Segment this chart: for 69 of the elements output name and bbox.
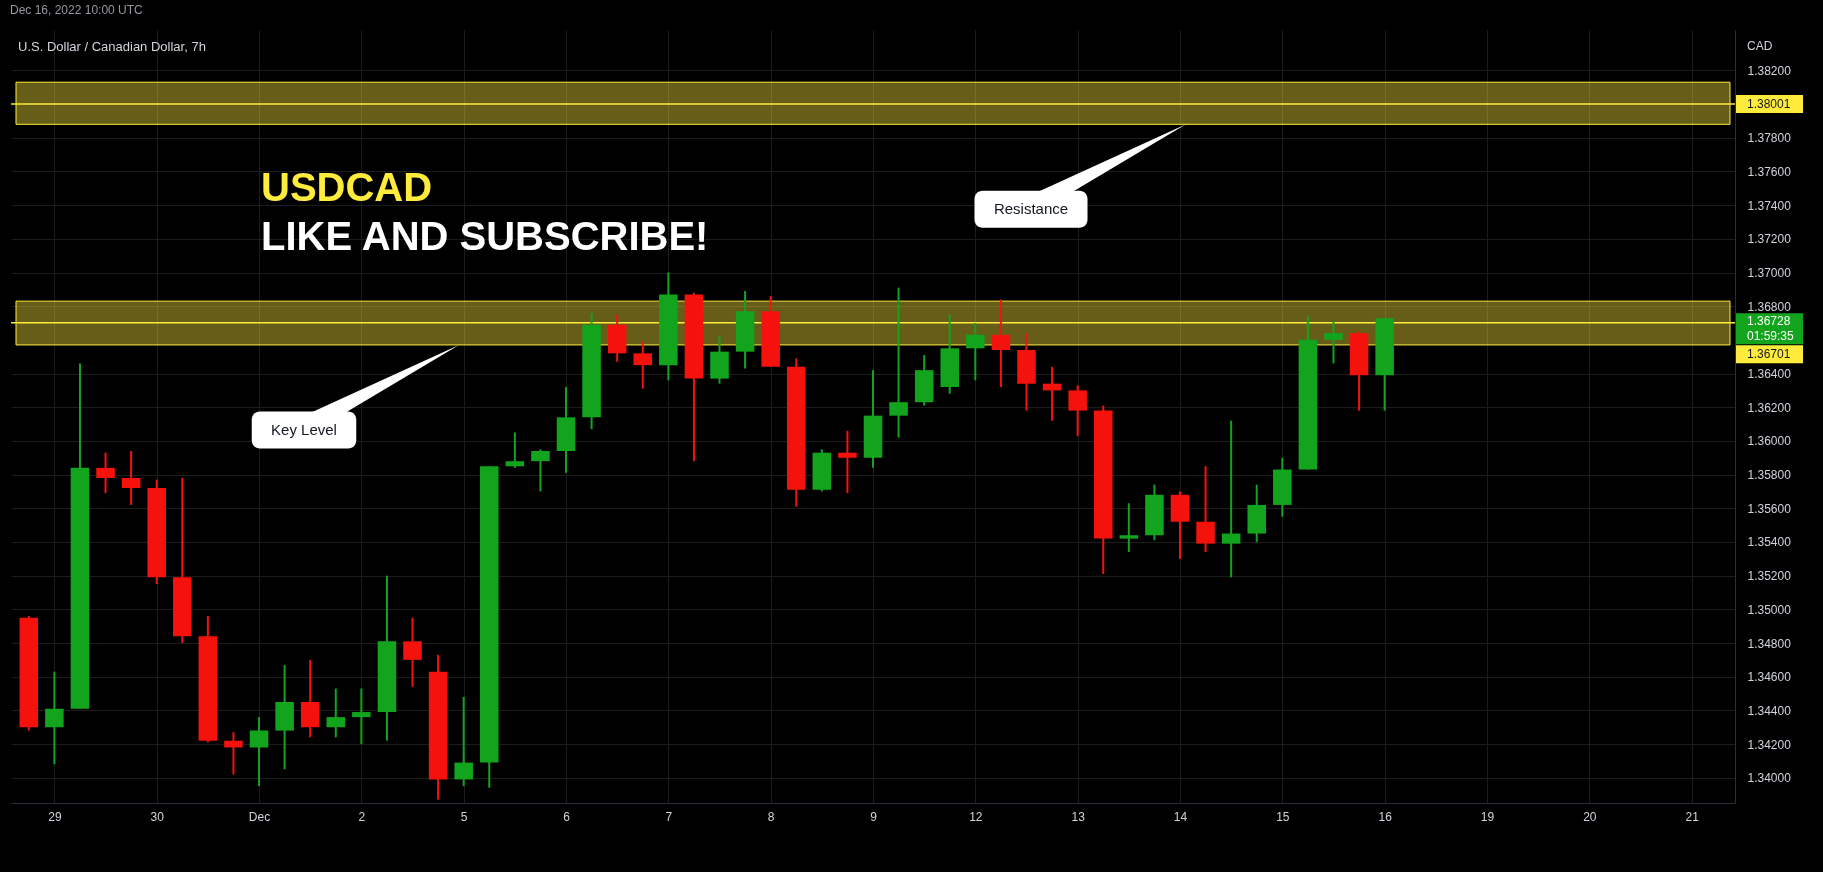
candlestick [838,429,857,495]
text: USDCAD [261,165,433,209]
y-tick-label: 1.37200 [1747,232,1792,247]
y-tick-label: 1.35800 [1747,468,1792,483]
y-tick-label: 1.36200 [1747,400,1792,415]
x-tick-label: 7 [665,809,673,824]
y-tick-label: 1.36400 [1747,367,1792,382]
candlestick [505,431,525,469]
candlestick [96,451,115,495]
y-axis-title: CAD [1747,39,1773,53]
y-tick-label: 1.35000 [1747,602,1792,617]
candlestick [1196,465,1215,554]
y-tick-label: 1.37400 [1747,198,1792,213]
y-tick-label: 1.36800 [1747,299,1792,314]
y-tick-label: 1.34800 [1747,636,1792,651]
x-tick-label: 20 [1583,809,1597,824]
x-tick-label: 21 [1685,809,1700,824]
ref-line-label: 1.36701 [1747,347,1791,362]
y-tick-label: 1.35200 [1747,569,1792,584]
x-tick-label: 5 [460,809,468,824]
candlestick [991,298,1011,389]
text: 1.36728 [1747,314,1791,329]
x-tick-label: 13 [1071,809,1086,824]
candlestick [531,448,550,493]
ref-line-label: 1.38001 [1747,96,1791,111]
text: U.S. Dollar / Canadian Dollar, 7h [18,39,206,54]
y-tick-label: 1.37800 [1747,131,1792,146]
y-tick-label: 1.36000 [1747,434,1792,449]
candlestick [224,731,243,776]
candlestick [889,286,908,439]
x-tick-label: 6 [563,809,571,824]
candlestick [326,687,346,739]
x-tick-label: 15 [1276,809,1290,824]
annotation: LIKE AND SUBSCRIBE! [261,214,709,258]
band-label: Resistance [993,200,1069,218]
y-tick-label: 1.37000 [1747,266,1792,281]
y-tick-label: 1.34200 [1747,737,1792,752]
candlestick [1119,502,1139,554]
candlestick [454,695,473,788]
y-tick-label: 1.34400 [1747,703,1792,718]
x-tick-label: 19 [1480,809,1495,824]
candlestick [1324,320,1343,365]
x-tick-label: Dec [248,809,271,824]
y-tick-label: 1.38200 [1747,63,1792,78]
candlestick [1221,419,1241,579]
x-tick-label: 29 [48,809,62,824]
candlestick [633,340,653,390]
x-tick-label: 12 [969,809,983,824]
candlestick [45,670,64,766]
text: 01:59:35 [1747,329,1795,344]
x-tick-label: 9 [870,809,878,824]
band-label: Key Level [271,420,337,438]
y-tick-label: 1.37600 [1747,164,1792,179]
x-tick-label: 8 [767,809,775,824]
y-tick-label: 1.35600 [1747,501,1792,516]
text: Dec 16, 2022 10:00 UTC [10,3,144,17]
x-tick-label: 16 [1378,809,1393,824]
y-tick-label: 1.34600 [1747,670,1792,685]
candlestick [1068,384,1087,437]
candlestick [249,716,269,788]
candlestick [403,616,422,688]
candlestick [352,687,371,746]
candlestick [966,322,985,382]
candlestick [121,450,141,506]
y-tick-label: 1.35400 [1747,535,1792,550]
x-tick-label: 2 [358,809,366,824]
y-tick-label: 1.34000 [1747,771,1792,786]
x-tick-label: 30 [150,809,165,824]
x-tick-label: 14 [1173,809,1188,824]
